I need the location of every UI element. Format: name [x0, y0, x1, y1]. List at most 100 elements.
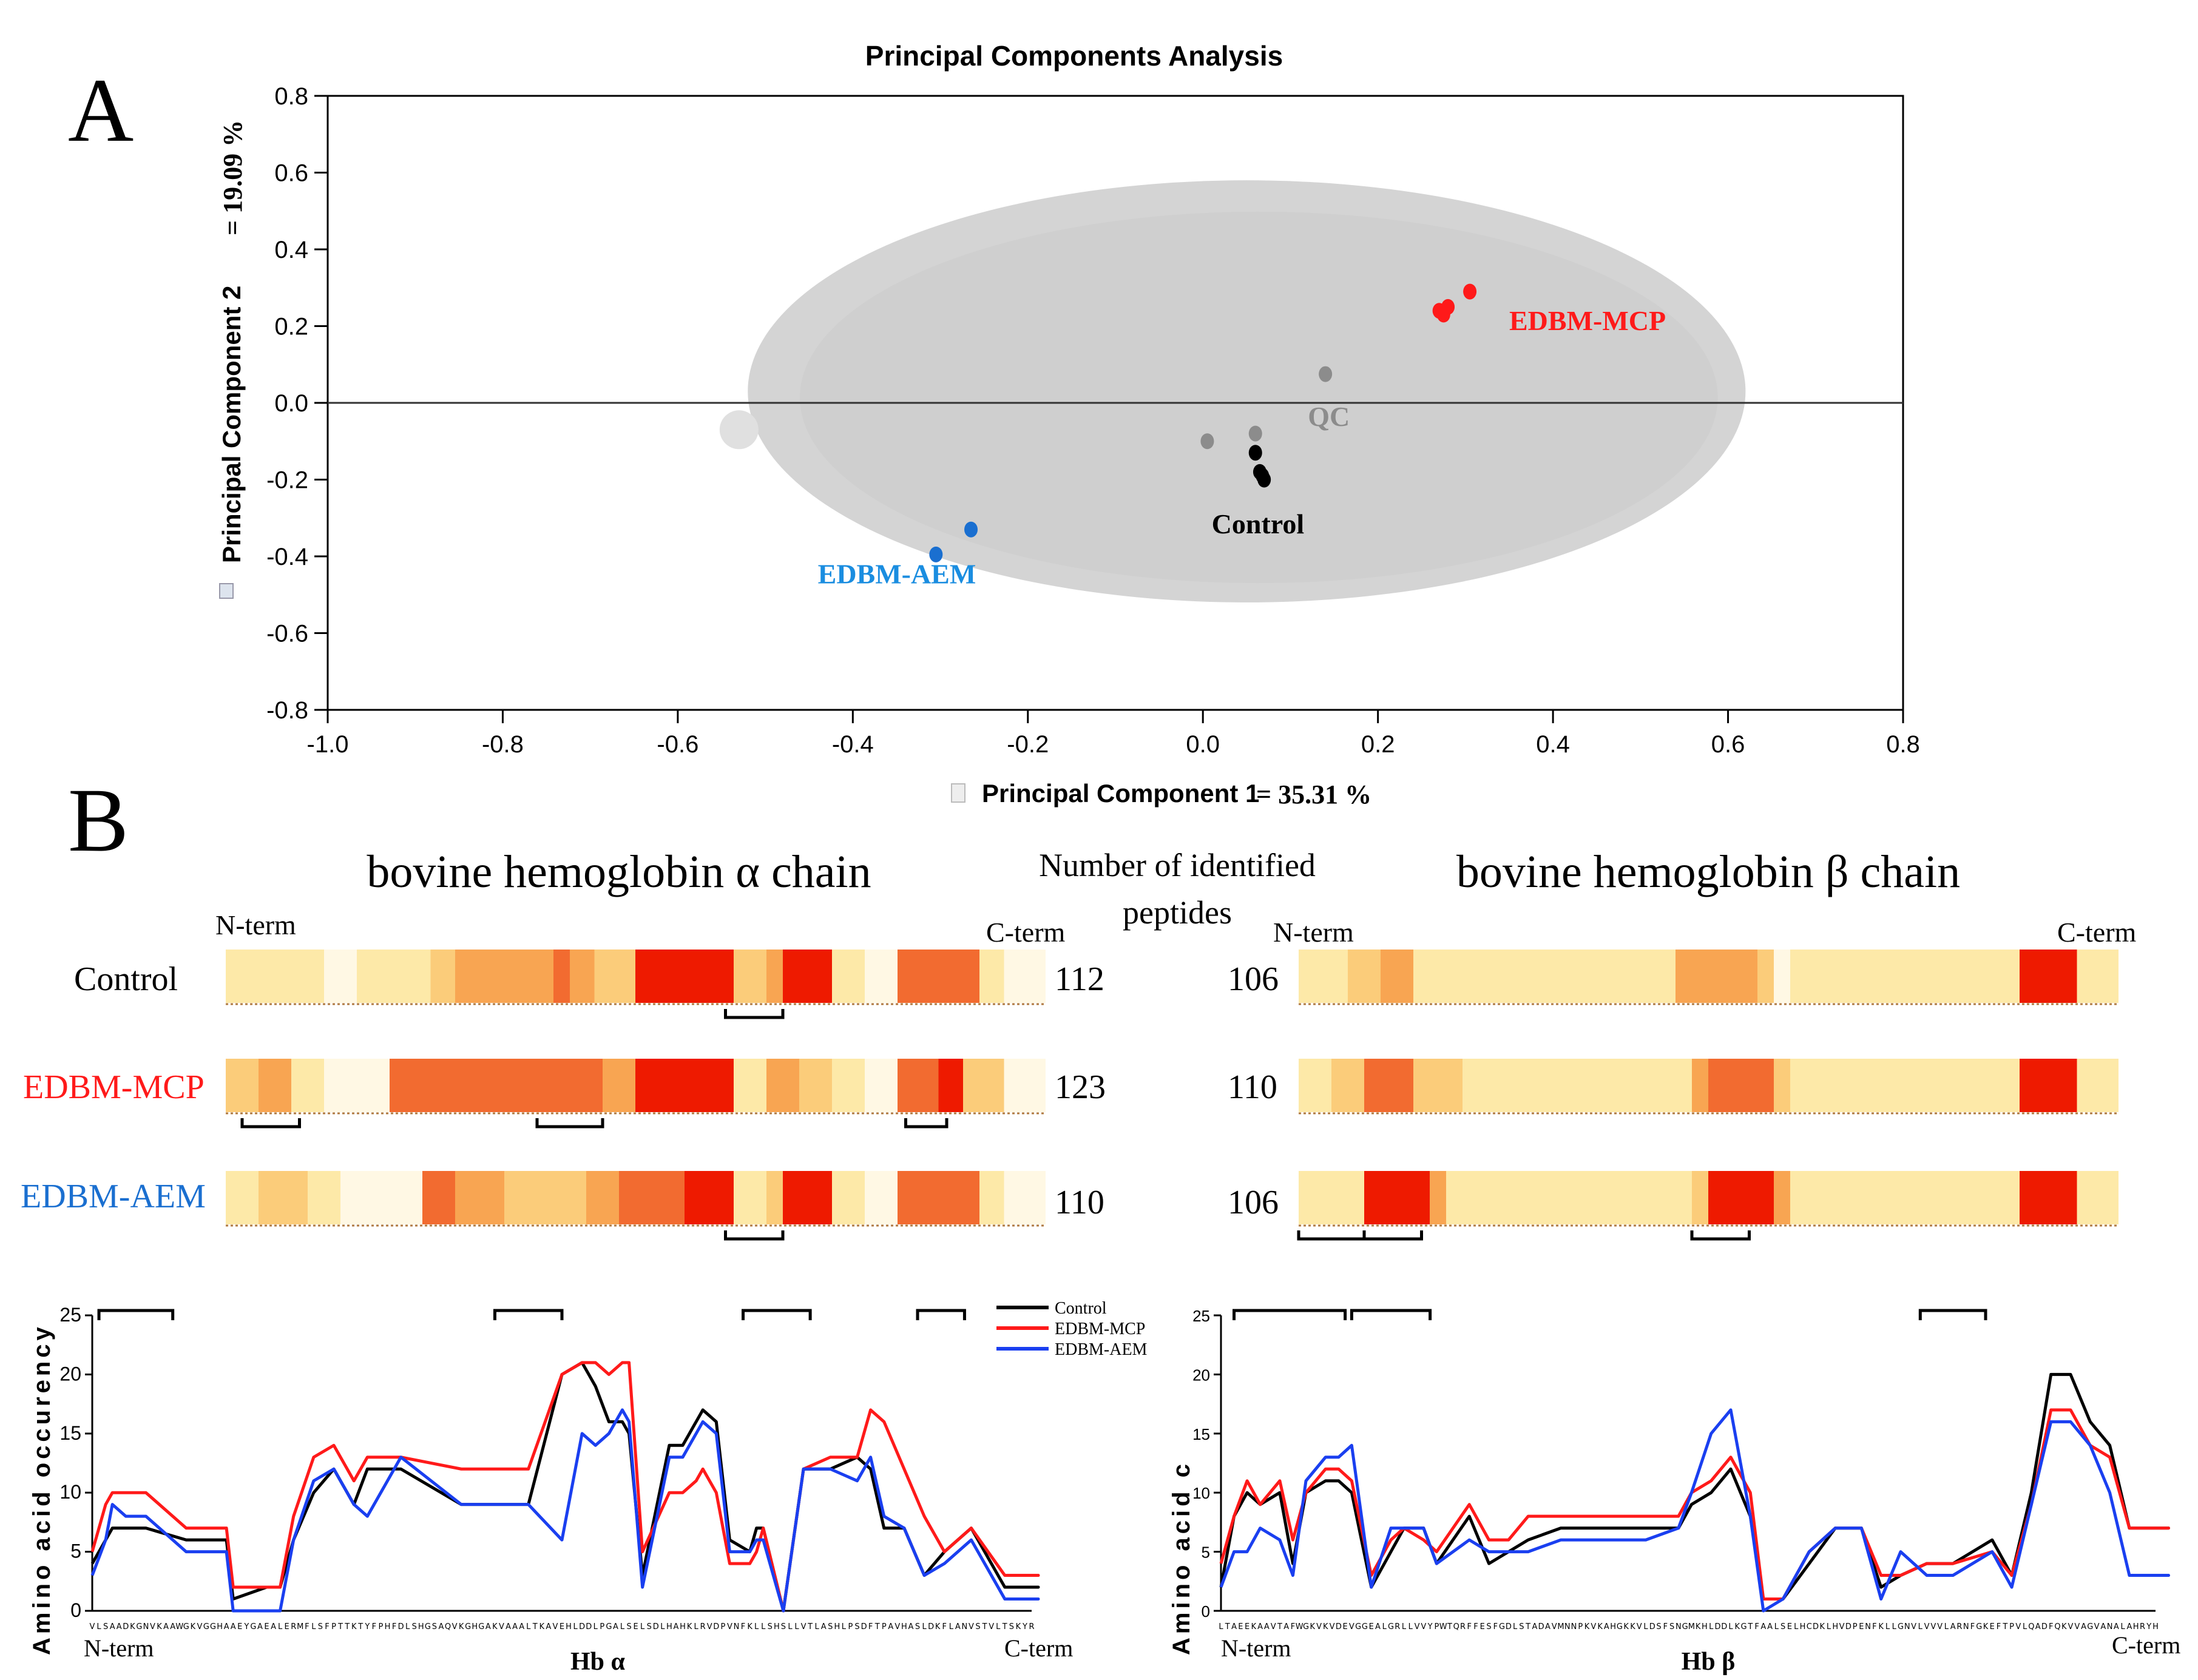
beta-plot-residue: Q	[2054, 1622, 2060, 1631]
heatmap-cell-beta	[1430, 1171, 1447, 1224]
beta-plot-residue: G	[1617, 1622, 1623, 1631]
alpha-plot-residue: A	[955, 1622, 961, 1631]
beta-plot-residue: G	[1898, 1622, 1904, 1631]
alpha-plot-residue: D	[586, 1622, 592, 1631]
beta-plot-residue: V	[1637, 1622, 1642, 1631]
alpha-plot-residue: M	[297, 1622, 303, 1631]
beta-plot-residue: N	[1571, 1622, 1577, 1631]
beta-plot-residue: G	[1362, 1622, 1368, 1631]
alpha-plot-residue: L	[996, 1622, 1001, 1631]
alpha-plot-residue: R	[700, 1622, 706, 1631]
heatmap-cell-alpha	[414, 1059, 603, 1112]
alpha-plot-residue: G	[478, 1622, 484, 1631]
beta-plot-line-control	[1219, 1372, 2171, 1601]
beta-plot-residue: S	[1669, 1622, 1674, 1631]
alpha-plot-residue: T	[357, 1622, 363, 1631]
heatmap-cell-alpha	[898, 1059, 939, 1112]
heatmap-cell-alpha	[324, 1059, 357, 1112]
heatmap-cell-beta	[1790, 1059, 2020, 1112]
pca-y-label: Principal Component 2 = 19.09 %	[217, 120, 248, 599]
alpha-plot-y-tick-label: 10	[59, 1481, 81, 1503]
heatmap-cell-alpha	[259, 1059, 292, 1112]
x-axis-dropdown-icon[interactable]	[951, 783, 965, 803]
beta-plot-residue: G	[1740, 1622, 1747, 1631]
heatmap-cell-alpha	[766, 1171, 783, 1224]
alpha-plot-residue: L	[593, 1622, 598, 1631]
alpha-plot-residue: A	[163, 1622, 169, 1631]
beta-plot-residue: A	[1283, 1622, 1289, 1631]
beta-plot-residue: F	[2049, 1622, 2053, 1631]
heatmap-cell-beta	[1774, 1059, 1791, 1112]
alpha-plot-residue: V	[197, 1622, 202, 1631]
beta-plot-residue: T	[1447, 1622, 1452, 1631]
count-header-line1: Number of identified	[1039, 847, 1316, 883]
alpha-plot-residue: V	[499, 1622, 504, 1631]
alpha-plot-residue: A	[231, 1622, 236, 1631]
beta-plot-residue: N	[1865, 1622, 1871, 1631]
alpha-plot-residue: D	[928, 1622, 934, 1631]
heatmap-cell-alpha	[898, 1171, 980, 1224]
pca-x-label: Principal Component 1 = 35.31 %	[951, 779, 1371, 809]
heatmap-cell-beta	[1299, 950, 1348, 1003]
pca-cloud-inner	[800, 211, 1718, 584]
beta-plot-residue: H	[1610, 1622, 1616, 1631]
alpha-plot-residue: A	[674, 1622, 679, 1631]
heatmap-cell-alpha	[979, 1171, 1005, 1224]
pca-x-label-text: Principal Component 1	[982, 779, 1259, 808]
alpha-plot-residue: A	[117, 1622, 122, 1631]
beta-plot-residue: A	[2100, 1622, 2106, 1631]
heatmap-cell-beta	[1790, 1171, 2020, 1224]
beta-plot-residue: L	[1728, 1622, 1733, 1631]
alpha-plot-residue: G	[606, 1622, 612, 1631]
heatmap-bracket-alpha	[724, 1009, 785, 1019]
beta-plot-residue: F	[1663, 1622, 1668, 1631]
row-label-control: Control	[74, 960, 178, 998]
beta-plot-residue: L	[1827, 1622, 1831, 1631]
beta-plot-residue: K	[1878, 1622, 1884, 1631]
beta-plot-residue: E	[1245, 1622, 1249, 1631]
alpha-plot-residue: Q	[445, 1622, 451, 1631]
heatmap-cell-alpha	[594, 950, 636, 1003]
beta-plot-residue: H	[1832, 1622, 1838, 1631]
beta-plot-residue: A	[2081, 1622, 2086, 1631]
beta-chain-title: bovine hemoglobin β chain	[1456, 846, 1960, 897]
count-header-line2: peptides	[1123, 894, 1232, 931]
alpha-plot-residue: H	[217, 1622, 223, 1631]
beta-plot-residue: S	[1486, 1622, 1491, 1631]
legend-label-edbm-aem: EDBM-AEM	[1055, 1340, 1148, 1359]
beta-plot-residue: F	[1493, 1622, 1498, 1631]
pca-y-label-text: Principal Component 2	[217, 286, 246, 563]
alpha-plot-residue: L	[922, 1622, 927, 1631]
alpha-plot-residue: L	[405, 1622, 410, 1631]
beta-plot-residue: W	[1296, 1622, 1304, 1631]
alpha-plot-residue: T	[982, 1622, 987, 1631]
heatmap-cell-beta	[1381, 950, 1414, 1003]
pca-points	[929, 283, 1477, 562]
alpha-plot-residue: H	[774, 1622, 780, 1631]
alpha-plot-residue: T	[337, 1622, 343, 1631]
alpha-plot-residue: L	[761, 1622, 766, 1631]
alpha-plot-residue: S	[828, 1622, 833, 1631]
beta-plot-residue: Q	[2028, 1622, 2034, 1631]
heatmap-cell-beta	[1413, 950, 1463, 1003]
heatmap-cell-beta	[1774, 950, 1791, 1003]
alpha-nterm-label: N-term	[215, 909, 296, 940]
beta-plot-residue: K	[1323, 1622, 1328, 1631]
beta-plot-residue: A	[1604, 1622, 1609, 1631]
alpha-plot-residue: Y	[1022, 1622, 1027, 1631]
heatmap-cell-alpha	[734, 950, 767, 1003]
beta-plot-residue: P	[1578, 1622, 1583, 1631]
heatmap-cell-alpha	[865, 1171, 898, 1224]
heatmap-cell-alpha	[783, 950, 833, 1003]
beta-plot-residue: P	[1853, 1622, 1858, 1631]
alpha-plot-residue: D	[653, 1622, 659, 1631]
pca-x-tick-label: 0.2	[1361, 731, 1395, 758]
heatmap-cell-beta	[1348, 950, 1381, 1003]
beta-plot-residue: A	[1375, 1622, 1381, 1631]
beta-plot-residue: P	[1434, 1622, 1439, 1631]
y-axis-dropdown-icon[interactable]	[219, 583, 234, 599]
beta-plot-residue: G	[1499, 1622, 1505, 1631]
alpha-plot-residue: H	[566, 1622, 572, 1631]
alpha-chain-title: bovine hemoglobin α chain	[367, 846, 871, 897]
alpha-plot-residue: D	[579, 1622, 585, 1631]
